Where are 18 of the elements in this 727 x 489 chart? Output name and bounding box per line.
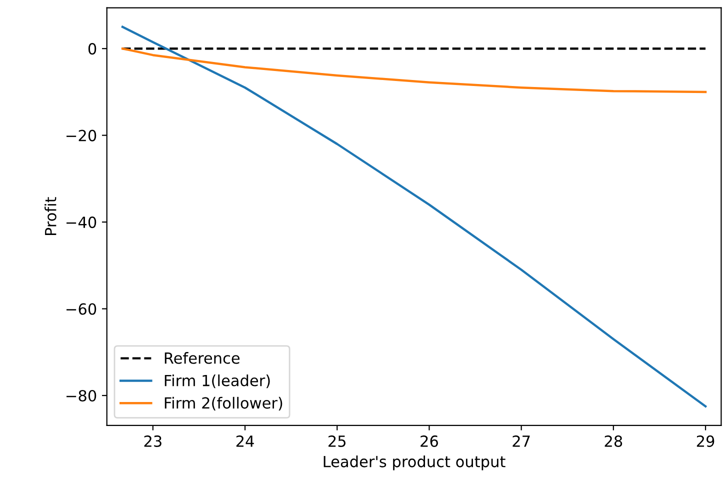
- x-tick-label: 23: [144, 435, 162, 447]
- legend-label: Firm 2(follower): [164, 396, 282, 411]
- x-tick-label: 25: [328, 435, 346, 447]
- x-tick-label: 28: [604, 435, 622, 447]
- y-tick-label: −80: [66, 390, 96, 402]
- y-tick-label: −20: [66, 130, 96, 142]
- x-tick-label: 29: [696, 435, 714, 447]
- x-tick-label: 27: [512, 435, 530, 447]
- x-tick-label: 24: [236, 435, 254, 447]
- y-tick-label: −40: [66, 216, 96, 228]
- line-series: [121, 47, 707, 94]
- legend-label: Firm 1(leader): [164, 374, 270, 388]
- y-axis-title: Profit: [44, 197, 56, 236]
- x-tick-label: 26: [420, 435, 438, 447]
- y-tick-label: 0: [88, 43, 96, 55]
- legend-label: Reference: [164, 352, 240, 364]
- y-tick-label: −60: [66, 303, 96, 315]
- x-axis-title: Leader's product output: [324, 455, 506, 470]
